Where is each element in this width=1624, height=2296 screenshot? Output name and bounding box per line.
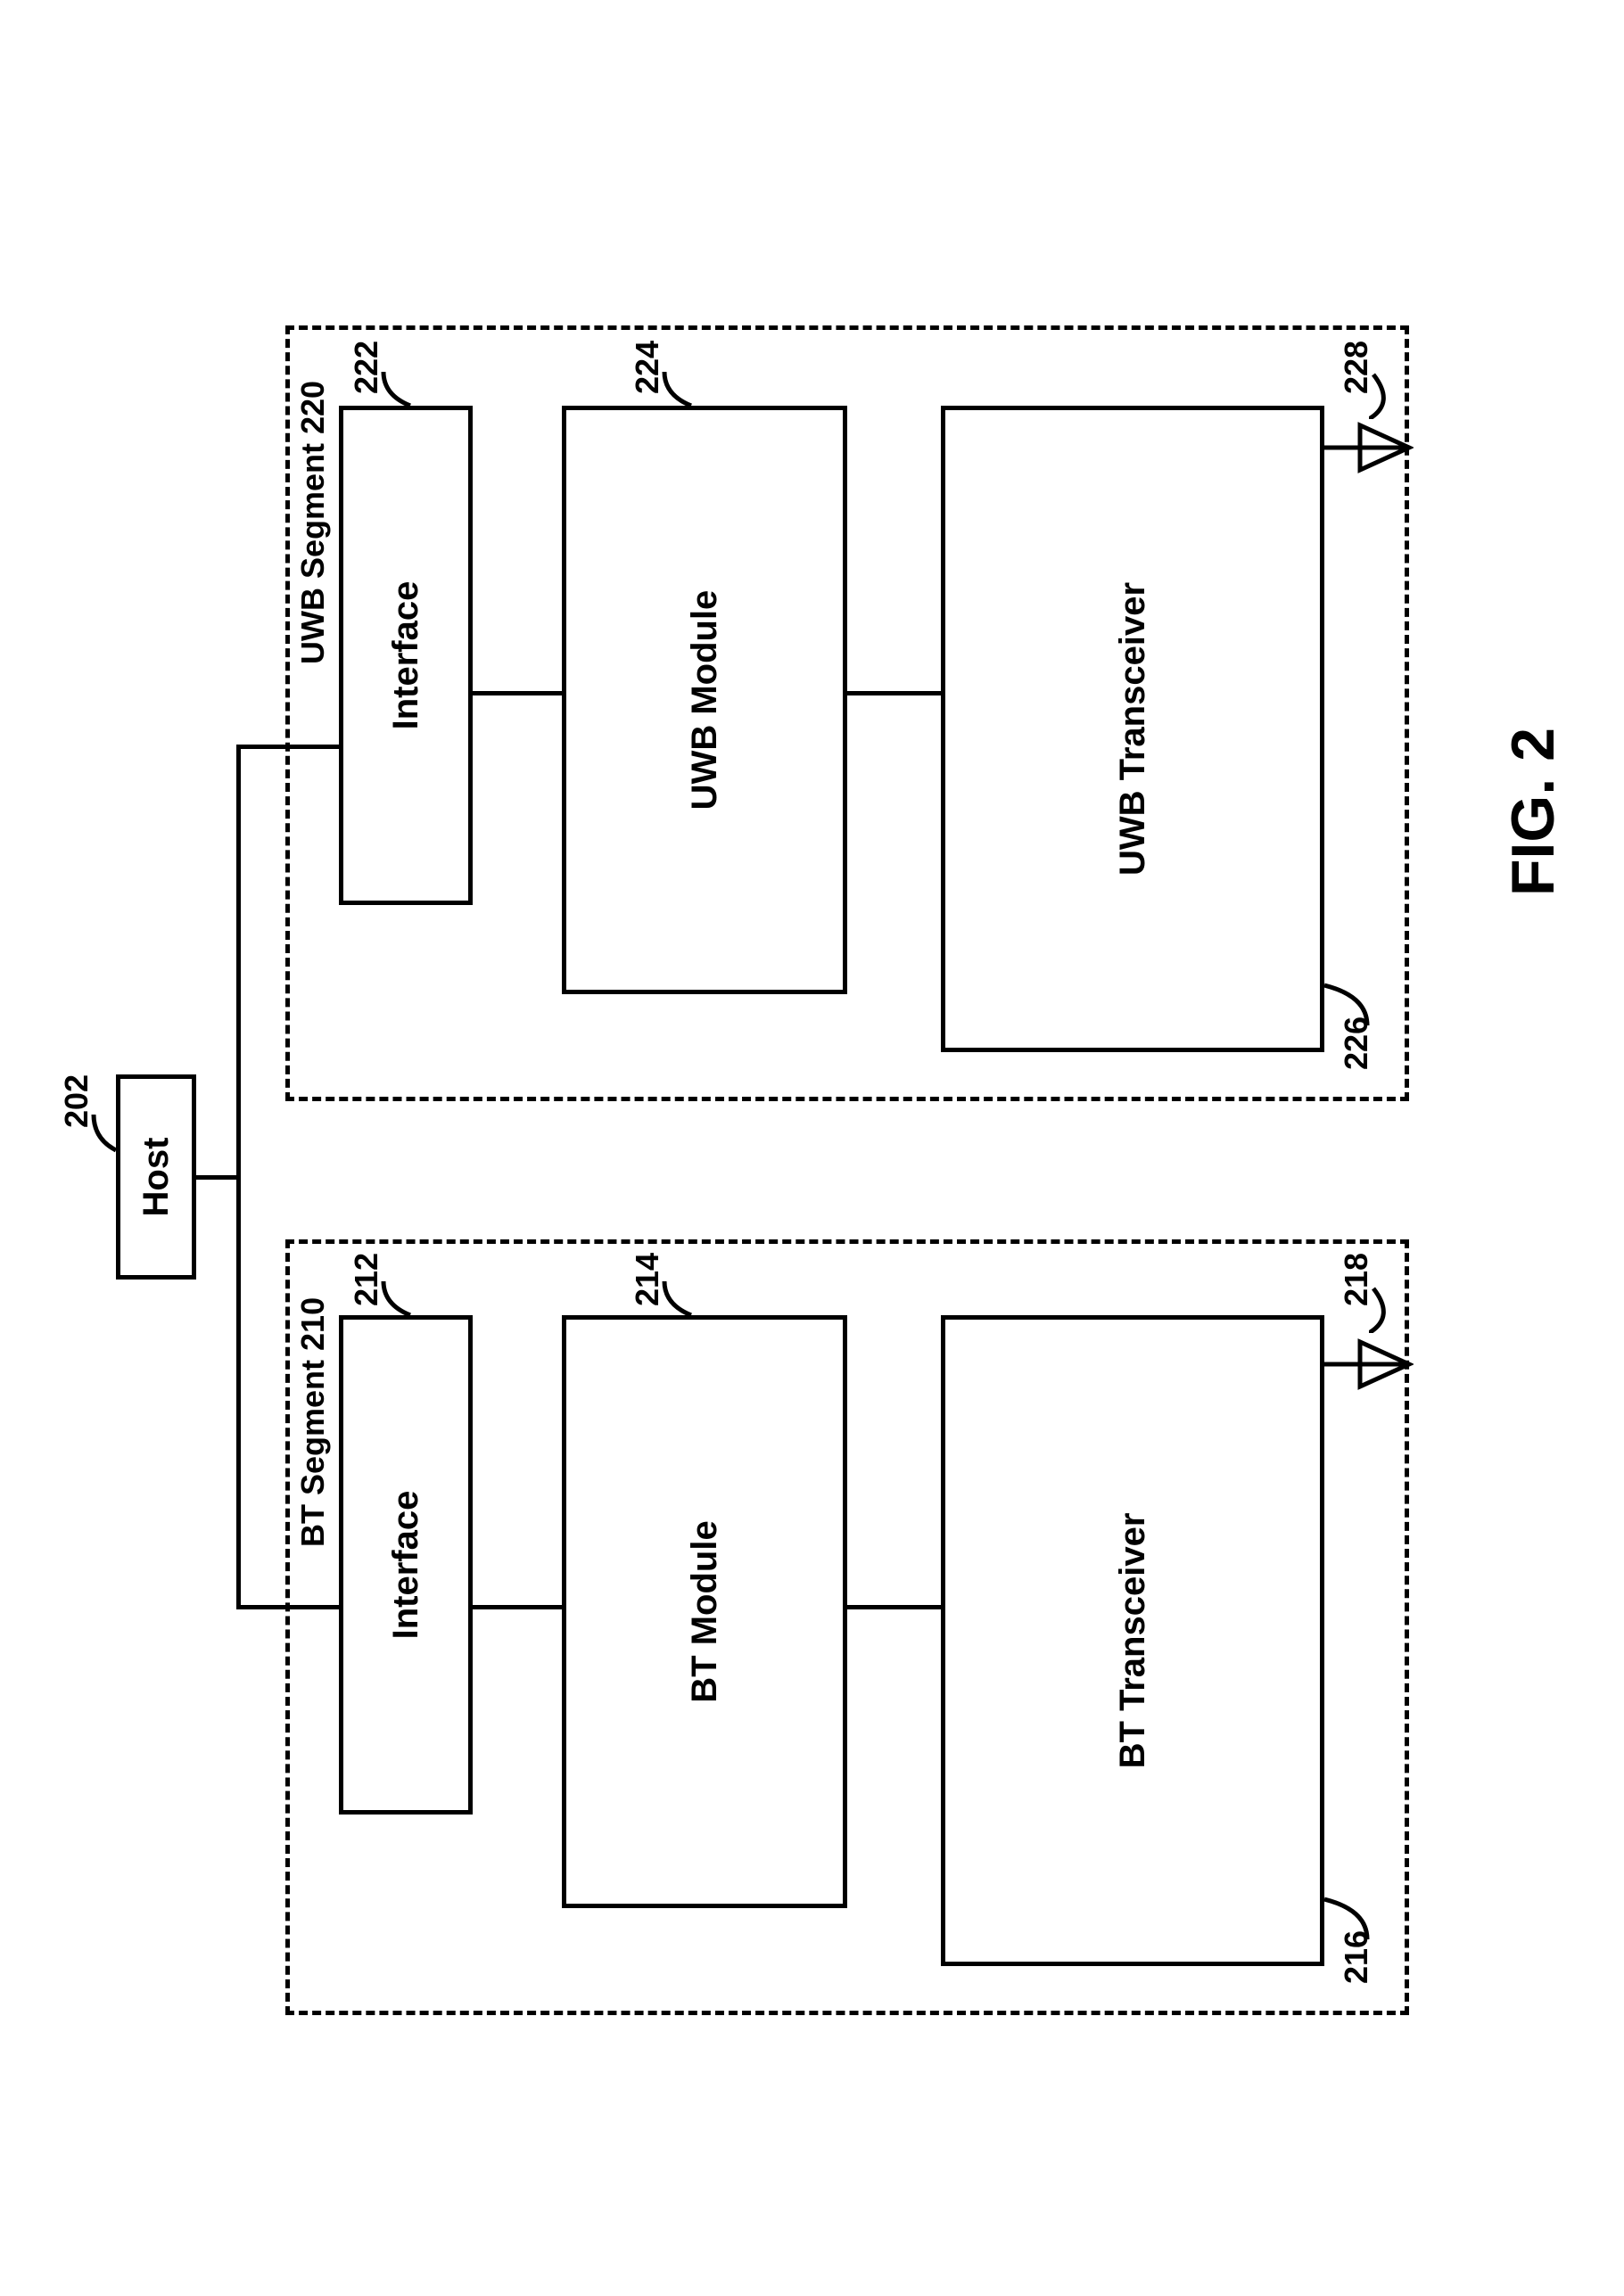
uwb-transceiver-label: UWB Transceiver (1113, 582, 1153, 876)
bt-module-leader (660, 1280, 696, 1315)
bt-transceiver-block: BT Transceiver (941, 1315, 1324, 1966)
bt-trans-leader (1324, 1895, 1373, 1944)
bt-segment-title: BT Segment 210 (294, 1297, 332, 1547)
branch-h-line (236, 745, 241, 1609)
uwb-antenna-leader (1369, 370, 1400, 419)
uwb-module-block: UWB Module (562, 406, 847, 994)
bt-module-label: BT Module (685, 1520, 725, 1702)
host-down-line (196, 1175, 236, 1180)
bt-module-block: BT Module (562, 1315, 847, 1908)
host-block: Host (116, 1074, 196, 1280)
uwb-if-to-mod (473, 691, 562, 695)
bt-if-to-mod (473, 1605, 562, 1609)
bt-antenna-leader (1369, 1284, 1400, 1333)
host-ref-leader (89, 1110, 125, 1155)
bt-antenna-icon (1324, 1329, 1414, 1400)
figure-caption: FIG. 2 (1498, 728, 1568, 896)
bt-mod-to-trans (847, 1605, 941, 1609)
uwb-interface-leader (379, 370, 415, 406)
uwb-mod-to-trans (847, 691, 941, 695)
uwb-interface-block: Interface (339, 406, 473, 905)
uwb-interface-label: Interface (386, 581, 426, 730)
bt-transceiver-label: BT Transceiver (1113, 1513, 1153, 1769)
host-label: Host (136, 1138, 177, 1217)
diagram-canvas: Host 202 BT Segment 210 Interface 212 BT… (0, 0, 1624, 2296)
uwb-transceiver-block: UWB Transceiver (941, 406, 1324, 1052)
uwb-trans-leader (1324, 981, 1373, 1030)
uwb-module-label: UWB Module (685, 590, 725, 811)
bt-interface-leader (379, 1280, 415, 1315)
bt-interface-label: Interface (386, 1491, 426, 1640)
uwb-module-leader (660, 370, 696, 406)
bt-interface-block: Interface (339, 1315, 473, 1815)
uwb-segment-title: UWB Segment 220 (294, 381, 332, 664)
uwb-antenna-icon (1324, 412, 1414, 483)
